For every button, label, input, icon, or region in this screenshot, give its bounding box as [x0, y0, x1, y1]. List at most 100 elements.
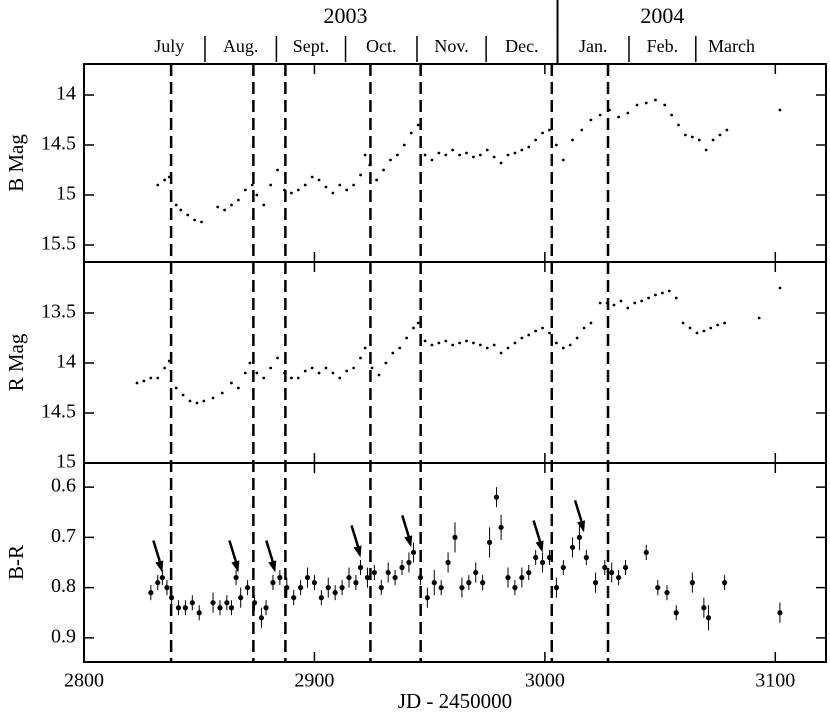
- data-point: [492, 155, 496, 159]
- data-point: [217, 605, 223, 611]
- data-point: [409, 131, 413, 135]
- data-point: [416, 123, 420, 127]
- data-point: [677, 123, 680, 127]
- data-point: [560, 564, 566, 571]
- data-point: [568, 343, 572, 347]
- data-point: [303, 369, 307, 373]
- data-point: [423, 153, 427, 157]
- y-tick-label: 0.8: [51, 575, 76, 597]
- data-point: [465, 339, 468, 343]
- data-point: [702, 329, 706, 333]
- data-point: [168, 595, 175, 601]
- data-point: [277, 574, 283, 581]
- data-point: [654, 98, 657, 102]
- data-point: [303, 183, 307, 187]
- data-point: [412, 326, 415, 330]
- data-point: [527, 333, 531, 337]
- data-point: [589, 321, 593, 325]
- data-point: [371, 569, 377, 576]
- data-point: [416, 321, 420, 325]
- data-point: [296, 376, 300, 380]
- data-point: [644, 101, 648, 105]
- month-label: Oct.: [366, 36, 397, 56]
- data-point: [167, 359, 171, 363]
- data-point: [179, 208, 183, 212]
- data-point: [486, 539, 493, 545]
- data-point: [270, 580, 276, 586]
- data-point: [156, 183, 160, 187]
- data-point: [716, 323, 720, 327]
- data-point: [175, 605, 182, 611]
- data-point: [723, 321, 727, 325]
- data-point: [459, 585, 465, 591]
- data-point: [193, 218, 197, 222]
- data-point: [640, 299, 644, 303]
- arrow-head: [268, 560, 277, 573]
- data-point: [777, 610, 783, 616]
- data-point: [695, 331, 699, 335]
- month-label: Feb.: [647, 36, 679, 56]
- data-point: [382, 168, 385, 172]
- data-point: [392, 574, 398, 581]
- y-tick-label: 14.5: [41, 133, 76, 155]
- data-point: [607, 108, 611, 112]
- data-point: [580, 128, 584, 132]
- data-point: [210, 600, 216, 606]
- data-point: [310, 175, 314, 179]
- data-point: [174, 203, 178, 207]
- data-point: [478, 343, 482, 347]
- data-point: [554, 143, 558, 147]
- data-point: [230, 203, 233, 207]
- data-point: [485, 346, 489, 350]
- data-point: [163, 366, 167, 370]
- data-point: [512, 585, 518, 591]
- data-point: [276, 168, 279, 172]
- data-point: [189, 600, 195, 606]
- data-point: [598, 113, 602, 117]
- panel-frame: [83, 63, 827, 263]
- data-point: [617, 115, 621, 119]
- data-point: [576, 534, 583, 540]
- data-point: [276, 356, 279, 360]
- data-point: [423, 339, 427, 343]
- data-point: [705, 615, 712, 621]
- data-point: [142, 379, 146, 383]
- data-point: [310, 366, 314, 370]
- data-point: [493, 494, 500, 500]
- month-label: Jan.: [579, 36, 608, 56]
- data-point: [451, 343, 455, 347]
- data-point: [402, 143, 406, 147]
- data-point: [352, 366, 356, 370]
- panel-frame: [83, 462, 827, 663]
- data-point: [513, 341, 517, 345]
- data-point: [224, 600, 230, 606]
- data-point: [561, 158, 565, 162]
- data-point: [722, 580, 728, 586]
- data-point: [527, 145, 531, 149]
- data-point: [339, 585, 345, 591]
- data-point: [673, 610, 679, 616]
- data-point: [701, 605, 707, 611]
- data-point: [236, 386, 240, 390]
- data-point: [458, 341, 462, 345]
- data-point: [164, 585, 170, 591]
- y-tick-label: 0.7: [51, 525, 76, 547]
- data-point: [228, 605, 235, 611]
- data-point: [548, 331, 551, 335]
- data-point: [684, 133, 687, 137]
- data-point: [251, 600, 258, 606]
- data-point: [582, 326, 586, 330]
- data-point: [452, 534, 458, 540]
- y-tick-label: 15: [56, 183, 76, 205]
- y-tick-label: 0.9: [51, 625, 76, 647]
- data-point: [681, 321, 685, 325]
- data-point: [575, 336, 579, 340]
- data-point: [304, 574, 311, 581]
- data-point: [626, 306, 630, 310]
- data-point: [430, 343, 434, 347]
- data-point: [389, 158, 392, 162]
- data-point: [167, 175, 171, 179]
- data-point: [384, 361, 388, 365]
- data-point: [506, 153, 510, 157]
